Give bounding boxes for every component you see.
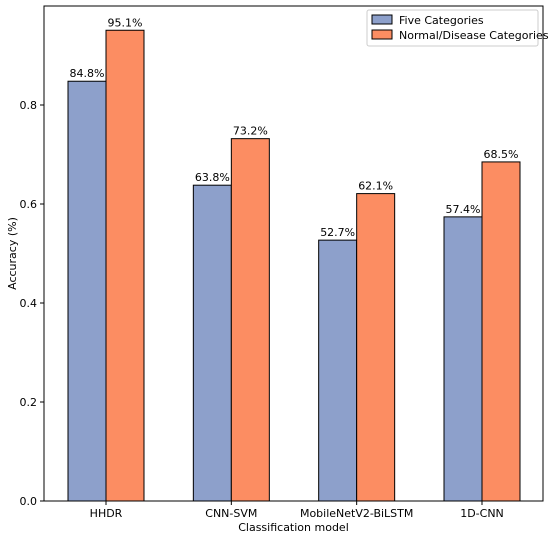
legend-swatch <box>371 29 393 40</box>
x-tick-label: 1D-CNN <box>460 507 504 520</box>
data-label: 95.1% <box>108 16 143 29</box>
bar-five-mobilenetv2-bilstm <box>318 239 358 502</box>
x-axis: HHDR CNN-SVM MobileNetV2-BiLSTM 1D-CNN <box>90 501 504 520</box>
bar-normal-disease-hhdr <box>105 29 145 502</box>
plot-frame <box>43 5 544 502</box>
data-labels-layer: 84.8% 95.1% 63.8% 73.2% 52.7% 62.1% 57.4% 68.5% <box>70 16 519 239</box>
bar-normal-disease-mobilenetv2-bilstm <box>356 193 396 502</box>
legend-label: Five Categories <box>399 14 484 27</box>
data-label: 62.1% <box>358 180 393 193</box>
bars-layer <box>67 29 521 502</box>
bar-five-hhdr <box>67 80 107 502</box>
y-axis: 0.0 0.2 0.4 0.6 0.8 <box>20 99 44 508</box>
x-axis-label: Classification model <box>238 521 349 534</box>
x-tick-label: CNN-SVM <box>205 507 257 520</box>
bar-five-cnn-svm <box>192 184 232 502</box>
data-label: 84.8% <box>70 67 105 80</box>
data-label: 73.2% <box>233 125 268 138</box>
bar-normal-disease-1d-cnn <box>481 161 521 502</box>
legend: Five Categories Normal/Disease Categories <box>366 9 549 47</box>
legend-label: Normal/Disease Categories <box>399 29 549 42</box>
data-label: 68.5% <box>484 148 519 161</box>
y-tick-label: 0.4 <box>20 297 38 310</box>
x-tick-label: MobileNetV2-BiLSTM <box>300 507 413 520</box>
y-tick-label: 0.2 <box>20 396 38 409</box>
y-tick-label: 0.8 <box>20 99 38 112</box>
data-label: 57.4% <box>446 203 481 216</box>
y-axis-label: Accuracy (%) <box>6 217 19 290</box>
y-tick-label: 0.6 <box>20 198 38 211</box>
y-tick-label: 0.0 <box>20 495 38 508</box>
bar-five-1d-cnn <box>443 216 483 502</box>
bar-normal-disease-cnn-svm <box>230 138 270 502</box>
x-tick-label: HHDR <box>90 507 123 520</box>
data-label: 52.7% <box>320 226 355 239</box>
data-label: 63.8% <box>195 171 230 184</box>
legend-swatch <box>371 14 393 25</box>
legend-box <box>366 9 539 47</box>
